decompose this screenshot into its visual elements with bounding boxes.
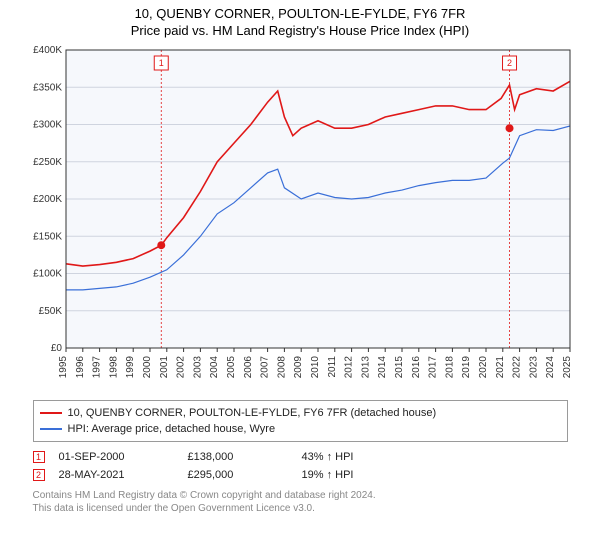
svg-text:£300K: £300K: [33, 120, 62, 131]
svg-text:£150K: £150K: [33, 231, 62, 242]
svg-text:2007: 2007: [260, 356, 271, 379]
svg-text:2004: 2004: [209, 356, 220, 379]
svg-text:2009: 2009: [293, 356, 304, 379]
sale-marker-1: 1: [33, 451, 45, 463]
svg-text:£50K: £50K: [39, 306, 63, 317]
legend-swatch-blue: [40, 428, 62, 430]
svg-text:1999: 1999: [125, 356, 136, 379]
legend-row-2: HPI: Average price, detached house, Wyre: [40, 421, 561, 437]
sale-marker-2: 2: [33, 469, 45, 481]
attribution-line-1: Contains HM Land Registry data © Crown c…: [33, 490, 568, 503]
sale-hpi-2: 19% ↑ HPI: [302, 469, 402, 481]
svg-text:2025: 2025: [562, 356, 573, 379]
svg-text:£400K: £400K: [33, 45, 62, 56]
svg-text:1997: 1997: [92, 356, 103, 379]
svg-text:2016: 2016: [411, 356, 422, 379]
svg-text:£100K: £100K: [33, 269, 62, 280]
svg-text:2017: 2017: [428, 356, 439, 379]
title-line-1: 10, QUENBY CORNER, POULTON-LE-FYLDE, FY6…: [0, 6, 600, 21]
chart-titles: 10, QUENBY CORNER, POULTON-LE-FYLDE, FY6…: [0, 0, 600, 38]
svg-text:2021: 2021: [495, 356, 506, 379]
sale-row-1: 1 01-SEP-2000 £138,000 43% ↑ HPI: [33, 448, 568, 466]
legend-row-1: 10, QUENBY CORNER, POULTON-LE-FYLDE, FY6…: [40, 405, 561, 421]
sales-events: 1 01-SEP-2000 £138,000 43% ↑ HPI 2 28-MA…: [33, 448, 568, 484]
svg-text:1995: 1995: [58, 356, 69, 379]
legend-box: 10, QUENBY CORNER, POULTON-LE-FYLDE, FY6…: [33, 400, 568, 442]
svg-text:£200K: £200K: [33, 194, 62, 205]
sale-date-1: 01-SEP-2000: [59, 451, 174, 463]
attribution: Contains HM Land Registry data © Crown c…: [33, 490, 568, 515]
svg-text:£350K: £350K: [33, 82, 62, 93]
svg-text:2006: 2006: [243, 356, 254, 379]
svg-text:2011: 2011: [327, 356, 338, 378]
sale-price-2: £295,000: [188, 469, 288, 481]
svg-text:2003: 2003: [192, 356, 203, 379]
svg-text:2018: 2018: [444, 356, 455, 379]
svg-text:2020: 2020: [478, 356, 489, 379]
sale-row-2: 2 28-MAY-2021 £295,000 19% ↑ HPI: [33, 466, 568, 484]
svg-text:2015: 2015: [394, 356, 405, 379]
svg-text:2019: 2019: [461, 356, 472, 379]
svg-text:1998: 1998: [108, 356, 119, 379]
title-line-2: Price paid vs. HM Land Registry's House …: [0, 23, 600, 38]
svg-text:2008: 2008: [276, 356, 287, 379]
svg-text:2005: 2005: [226, 356, 237, 379]
svg-text:2001: 2001: [159, 356, 170, 379]
chart-svg: £0 £50K £100K £150K £200K £250K £300K £350K £400…: [20, 44, 580, 394]
svg-text:2010: 2010: [310, 356, 321, 379]
svg-text:2012: 2012: [344, 356, 355, 379]
svg-text:2024: 2024: [545, 356, 556, 379]
sale-date-2: 28-MAY-2021: [59, 469, 174, 481]
svg-text:2: 2: [507, 58, 512, 68]
attribution-line-2: This data is licensed under the Open Gov…: [33, 503, 568, 516]
sale-price-1: £138,000: [188, 451, 288, 463]
svg-text:1: 1: [159, 58, 164, 68]
svg-text:1996: 1996: [75, 356, 86, 379]
svg-text:2022: 2022: [512, 356, 523, 379]
svg-text:£250K: £250K: [33, 157, 62, 168]
chart-area: £0 £50K £100K £150K £200K £250K £300K £350K £400…: [20, 44, 580, 394]
svg-text:£0: £0: [51, 343, 63, 354]
svg-text:2013: 2013: [360, 356, 371, 379]
legend-label-2: HPI: Average price, detached house, Wyre: [68, 423, 276, 435]
svg-text:2023: 2023: [528, 356, 539, 379]
svg-text:2014: 2014: [377, 356, 388, 379]
legend-label-1: 10, QUENBY CORNER, POULTON-LE-FYLDE, FY6…: [68, 407, 437, 419]
svg-text:2002: 2002: [176, 356, 187, 379]
sale-hpi-1: 43% ↑ HPI: [302, 451, 402, 463]
svg-text:2000: 2000: [142, 356, 153, 379]
legend-swatch-red: [40, 412, 62, 414]
